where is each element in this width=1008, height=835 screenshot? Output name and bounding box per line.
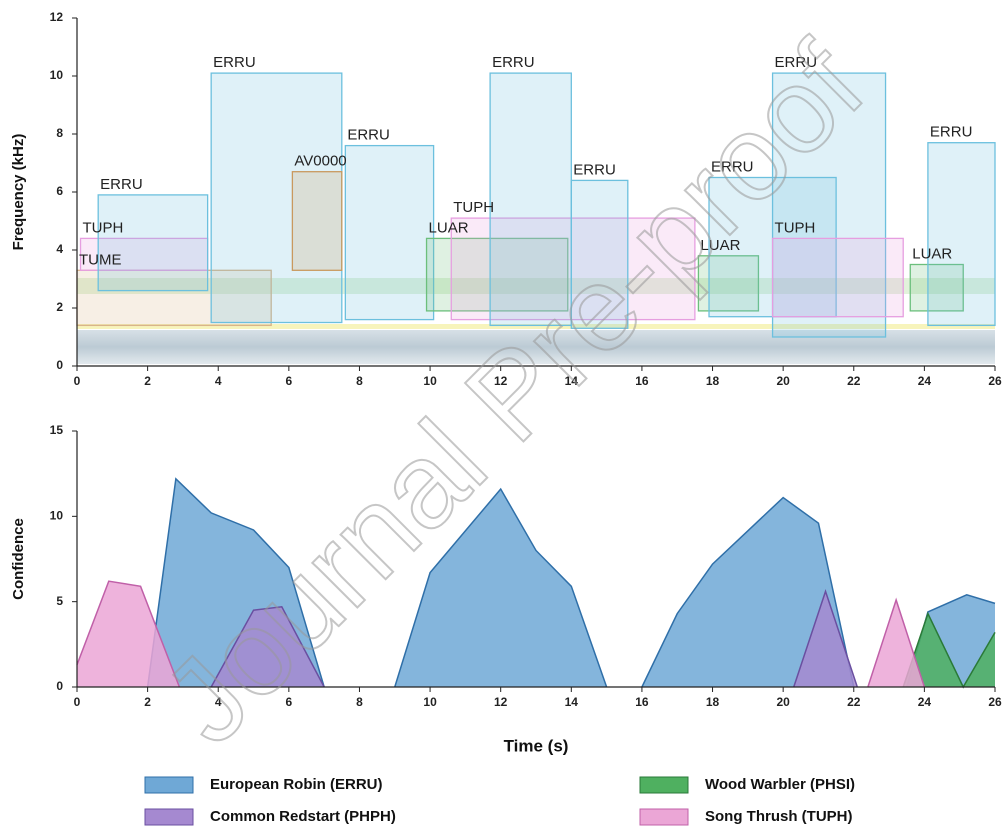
legend-label: Song Thrush (TUPH) [705,808,852,825]
detection-box [425,237,569,312]
box-label: LUAR [700,237,740,254]
x-tick-label: 12 [494,374,508,388]
box-label: LUAR [429,219,469,236]
detection-box [79,237,209,271]
area-edge [793,589,859,688]
legend-label: European Robin (ERRU) [210,776,383,793]
legend-swatch [144,808,194,826]
x-tick-label: 2 [144,374,151,388]
x-tick-label: 12 [494,695,508,709]
x-tick-label: 18 [706,695,720,709]
x-tick-label: 0 [74,374,81,388]
x-tick-label: 22 [847,695,861,709]
x-tick-label: 4 [215,374,222,388]
detection-box [76,269,272,327]
detection-box [771,237,904,318]
area-edge [867,597,926,688]
spectrogram-band [77,324,995,329]
detection-box [771,72,887,338]
area-edge [641,496,855,688]
detection-box [97,194,209,292]
y-tick-label: 4 [56,242,63,256]
x-tick-label: 20 [776,695,790,709]
x-tick-label: 8 [356,695,363,709]
spectrogram-noise [77,330,995,364]
box-label: TUPH [775,219,816,236]
x-tick-label: 2 [144,695,151,709]
y-tick-label: 2 [56,300,63,314]
x-tick-label: 20 [776,374,790,388]
box-label: TUPH [83,219,124,236]
x-tick-label: 16 [635,374,649,388]
x-tick-label: 16 [635,695,649,709]
x-tick-label: 6 [286,695,293,709]
area [641,497,854,687]
detection-box [909,263,964,312]
area-edge [76,580,181,688]
box-label: TUPH [453,199,494,216]
x-tick-label: 14 [565,695,579,709]
area [394,489,607,687]
area-edge [146,477,325,688]
area [77,581,180,687]
x-tick-label: 0 [74,695,81,709]
x-tick-label: 8 [356,374,363,388]
x-tick-label: 14 [565,374,579,388]
y-axis-title: Frequency (kHz) [10,134,27,251]
area [211,606,325,687]
x-tick-label: 4 [215,695,222,709]
y-tick-label: 10 [50,509,64,523]
x-tick-label: 26 [988,695,1002,709]
spectrogram-band [77,278,995,294]
detection-box [450,217,696,321]
area-edge [394,487,608,688]
detection-box [570,179,629,329]
x-tick-label: 26 [988,374,1002,388]
legend-swatch [144,776,194,794]
area-edge [902,611,996,689]
y-tick-label: 15 [50,423,64,437]
legend-label: Wood Warbler (PHSI) [705,776,855,793]
detection-box [291,171,343,271]
detection-box [344,144,435,321]
box-label: LUAR [912,245,952,262]
detection-box [210,72,343,324]
y-tick-label: 10 [50,68,64,82]
box-label: ERRU [775,54,818,71]
box-label: AV0000 [294,153,346,170]
x-tick-label: 24 [918,374,932,388]
detection-box [927,142,996,327]
area [867,599,925,687]
y-tick-label: 12 [50,10,64,24]
legend-label: Common Redstart (PHPH) [210,808,396,825]
y-tick-label: 0 [56,679,63,693]
legend-swatch [639,808,689,826]
box-label: ERRU [573,161,616,178]
y-axis-title: Confidence [10,518,27,600]
box-label: ERRU [213,54,256,71]
x-axis-title: Time (s) [504,736,569,755]
y-tick-label: 6 [56,184,63,198]
y-tick-label: 5 [56,594,63,608]
x-tick-label: 10 [423,695,437,709]
box-label: ERRU [100,176,143,193]
x-tick-label: 6 [286,374,293,388]
x-tick-label: 24 [918,695,932,709]
box-label: ERRU [930,124,973,141]
detection-box [489,72,572,327]
y-tick-label: 0 [56,358,63,372]
area [903,613,995,687]
area [793,591,858,687]
area-edge [210,605,325,688]
x-tick-label: 18 [706,374,720,388]
box-label: TUME [79,251,122,268]
box-label: ERRU [347,127,390,144]
x-tick-label: 22 [847,374,861,388]
legend-swatch [639,776,689,794]
box-label: ERRU [492,54,535,71]
x-tick-label: 10 [423,374,437,388]
box-label: ERRU [711,158,754,175]
y-tick-label: 8 [56,126,63,140]
